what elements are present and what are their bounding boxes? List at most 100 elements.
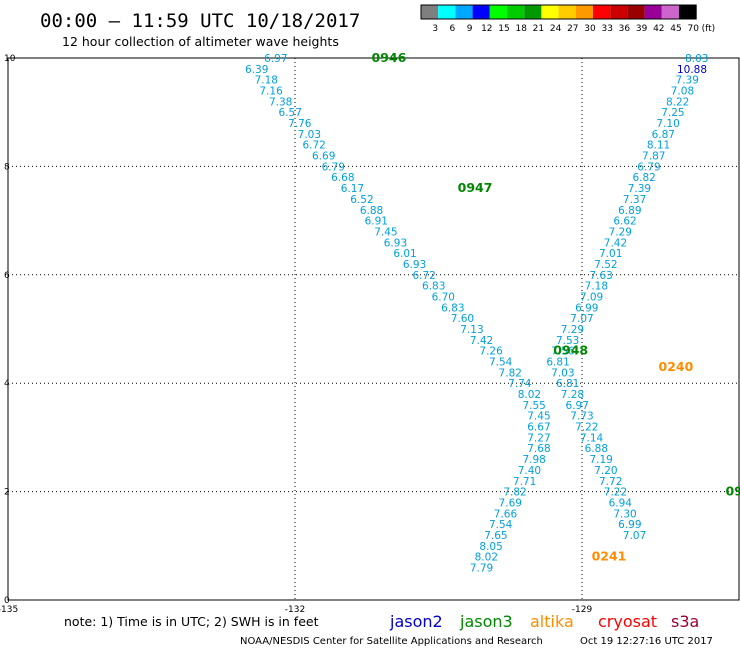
wave-height-label: 6.81	[556, 378, 579, 390]
wave-height-label: 7.79	[470, 562, 493, 574]
colorbar-swatch	[627, 5, 645, 19]
wave-height-label: 7.74	[508, 378, 532, 390]
colorbar-swatch	[541, 5, 559, 19]
colorbar-swatch	[524, 5, 542, 19]
wave-height-label: 7.71	[513, 476, 536, 488]
wave-height-label: 6.93	[403, 259, 426, 271]
wave-height-label: 7.66	[494, 508, 518, 520]
wave-height-label: 7.30	[613, 508, 636, 520]
colorbar-label: 45	[670, 24, 681, 34]
wave-height-label: 7.40	[518, 465, 541, 477]
wave-height-label: 7.27	[527, 432, 550, 444]
wave-height-label: 6.99	[575, 302, 598, 314]
wave-height-label: 7.39	[676, 75, 699, 87]
wave-height-label: 6.81	[546, 357, 569, 369]
wave-height-label: 6.52	[350, 194, 373, 206]
colorbar-swatch	[489, 5, 507, 19]
wave-height-label: 7.42	[470, 335, 493, 347]
wave-height-label: 7.09	[580, 291, 603, 303]
wave-height-label: 6.62	[613, 216, 636, 228]
colorbar-swatch	[455, 5, 473, 19]
wave-height-label: 6.68	[331, 172, 354, 184]
colorbar-label: (ft)	[702, 24, 716, 34]
wave-height-label: 7.07	[570, 313, 593, 325]
wave-height-label: 7.03	[298, 129, 321, 141]
wave-height-label: 7.76	[288, 118, 312, 130]
wave-height-label: 7.10	[656, 118, 679, 130]
units-note: note: 1) Time is in UTC; 2) SWH is in fe…	[64, 614, 319, 629]
wave-height-label: 7.29	[609, 226, 632, 238]
wave-height-label: 6.57	[279, 107, 302, 119]
wave-height-label: 8.03	[685, 53, 708, 65]
pass-time-label: 0949	[726, 484, 740, 499]
colorbar-label: 21	[533, 24, 544, 34]
wave-height-label: 7.72	[599, 476, 622, 488]
colorbar-label: 6	[450, 24, 456, 34]
wave-height-label: 6.91	[365, 216, 388, 228]
color-scale-legend: 3 6 9 12 15 18 21 24 27 30 33 36 39 42 45 70 (ft)	[420, 4, 716, 34]
wave-height-label: 7.08	[671, 86, 694, 98]
plot-grid	[7, 57, 740, 601]
wave-height-label: 6.97	[566, 400, 589, 412]
wave-height-label: 7.82	[499, 367, 522, 379]
colorbar-label: 36	[619, 24, 631, 34]
footer-credit: NOAA/NESDIS Center for Satellite Applica…	[240, 636, 543, 647]
wave-height-label: 7.22	[604, 487, 627, 499]
wave-height-label: 7.42	[604, 237, 627, 249]
wave-height-label: 7.14	[580, 432, 604, 444]
colorbar-label: 42	[653, 24, 664, 34]
colorbar-label: 30	[584, 24, 596, 34]
wave-height-label: 7.45	[374, 226, 397, 238]
wave-height-label: 7.56	[551, 346, 575, 358]
colorbar-label: 39	[636, 24, 648, 34]
colorbar-label: 70	[687, 24, 699, 34]
wave-height-label: 6.88	[360, 205, 383, 217]
colorbar-label: 18	[515, 24, 527, 34]
axis-ticks: -135-132-129-126-123-1200246810	[0, 54, 592, 615]
wave-height-label: 6.79	[637, 161, 660, 173]
wave-height-label: 7.87	[642, 151, 665, 163]
wave-height-label: 7.60	[451, 313, 474, 325]
satellite-legend-jason3: jason3	[459, 612, 513, 631]
wave-height-label: 7.18	[255, 75, 278, 87]
wave-height-label: 7.53	[556, 335, 579, 347]
wave-height-label: 10.88	[677, 64, 707, 76]
colorbar-label: 15	[498, 24, 509, 34]
wave-height-label: 6.83	[422, 281, 445, 293]
wave-height-label: 6.97	[264, 53, 287, 65]
y-tick-label: 8	[4, 162, 10, 172]
wave-height-label: 7.54	[489, 357, 513, 369]
satellite-legend-altika: altika	[530, 612, 574, 631]
wave-height-label: 6.88	[585, 443, 608, 455]
wave-height-label: 7.29	[561, 324, 584, 336]
wave-height-label: 6.01	[393, 248, 416, 260]
wave-height-label: 6.72	[302, 140, 325, 152]
wave-height-label: 8.22	[666, 96, 689, 108]
wave-height-label: 8.05	[479, 541, 502, 553]
wave-height-label: 7.22	[575, 422, 598, 434]
wave-height-label: 7.52	[594, 259, 617, 271]
pass-time-label: 0241	[592, 549, 627, 564]
satellite-legend-s3a: s3a	[671, 612, 699, 631]
wave-height-label: 7.03	[551, 367, 574, 379]
chart-subtitle: 12 hour collection of altimeter wave hei…	[62, 34, 339, 49]
colorbar-swatch	[644, 5, 662, 19]
wave-height-label: 7.69	[499, 497, 522, 509]
wave-height-label: 7.07	[623, 530, 646, 542]
wave-height-label: 7.25	[661, 107, 684, 119]
wave-height-label: 7.18	[585, 281, 608, 293]
wave-height-label: 6.72	[412, 270, 435, 282]
wave-height-label: 8.02	[518, 389, 541, 401]
colorbar-label: 27	[567, 24, 578, 34]
wave-height-label: 7.28	[561, 389, 584, 401]
colorbar-swatch	[438, 5, 456, 19]
plot-frame	[7, 57, 740, 601]
wave-height-label: 7.73	[570, 411, 593, 423]
colorbar-label: 3	[432, 24, 438, 34]
wave-height-label: 7.20	[594, 465, 617, 477]
y-tick-label: 10	[4, 54, 16, 64]
pass-time-label: 0948	[553, 343, 588, 358]
wave-height-label: 7.39	[628, 183, 651, 195]
colorbar-swatch	[507, 5, 525, 19]
